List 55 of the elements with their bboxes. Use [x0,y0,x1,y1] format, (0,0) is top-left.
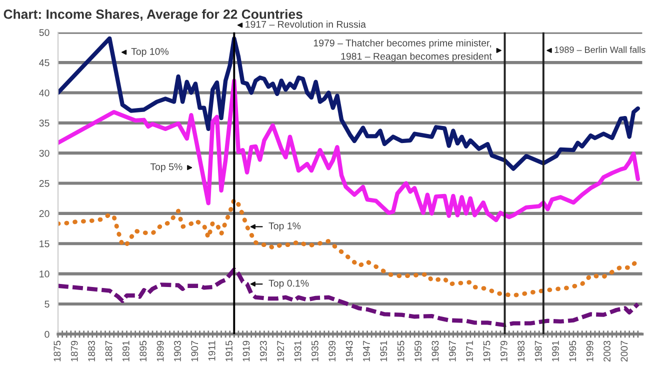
x-tick-label: 1887 [105,340,112,362]
x-tick-label: 1879 [70,340,78,362]
y-tick-label: 45 [39,59,50,66]
x-tick-label: 1899 [156,340,164,362]
x-tick-label: 1875 [54,340,61,362]
y-tick-label: 30 [39,150,50,157]
x-tick-label: 1967 [448,340,456,362]
x-tick-label: 1903 [174,340,181,362]
y-tick-label: 35 [39,120,50,127]
x-tick-label: 1983 [518,340,525,362]
y-tick-label: 0 [44,330,50,338]
y-tick-label: 15 [40,240,50,248]
annotation: Top 5% [150,163,182,172]
y-tick-label: 25 [39,180,50,187]
x-tick-label: 1891 [122,340,130,362]
x-tick-label: 2007 [620,340,628,362]
x-tick-label: 1919 [242,340,250,362]
x-tick-label: 1923 [260,340,267,362]
x-tick-label: 1883 [88,340,95,362]
x-tick-label: 1979 [500,340,508,362]
x-tick-label: 1987 [534,340,542,362]
x-tick-label: 1951 [380,340,388,362]
chart-title: Chart: Income Shares, Average for 22 Countries [4,9,302,22]
annotation: Top 0.1% [268,280,309,289]
x-tick-label: 1999 [586,340,594,362]
annotation: Top 10% [131,48,169,57]
x-tick-label: 1963 [432,340,439,362]
x-tick-label: 1915 [226,340,232,362]
x-tick-label: 1947 [363,340,370,362]
y-tick-label: 50 [39,29,50,36]
y-tick-label: 20 [39,210,50,218]
x-tick-label: 1931 [294,340,302,362]
ref-line-label: 1917 – Revolution in Russia [246,20,366,28]
line-series [58,78,640,222]
x-tick-label: 1895 [140,340,147,362]
x-tick-label: 1911 [208,340,216,361]
x-tick-label: 1959 [414,340,422,362]
x-tick-label: 1943 [346,340,353,362]
y-tick-label: 40 [39,89,50,96]
x-tick-label: 1955 [397,340,404,362]
x-tick-label: 1975 [483,340,490,362]
y-tick-label: 5 [44,300,50,308]
x-tick-label: 2003 [604,340,610,362]
x-tick-label: 1971 [466,340,474,362]
x-tick-label: 1927 [277,340,284,362]
annotation: Top 1% [268,222,301,232]
y-tick-label: 10 [40,270,50,278]
x-tick-label: 1939 [328,340,336,362]
ref-line-label: 1979 – Thatcher becomes prime minister, 1981 – Reagan becomes president [314,39,492,62]
x-tick-label: 1995 [569,340,576,362]
x-tick-label: 1907 [191,340,198,362]
x-tick-label: 1991 [552,340,559,362]
ref-line-label: 1989 – Berlin Wall falls [554,46,646,53]
x-tick-label: 1935 [311,340,318,362]
line-series [58,267,640,328]
